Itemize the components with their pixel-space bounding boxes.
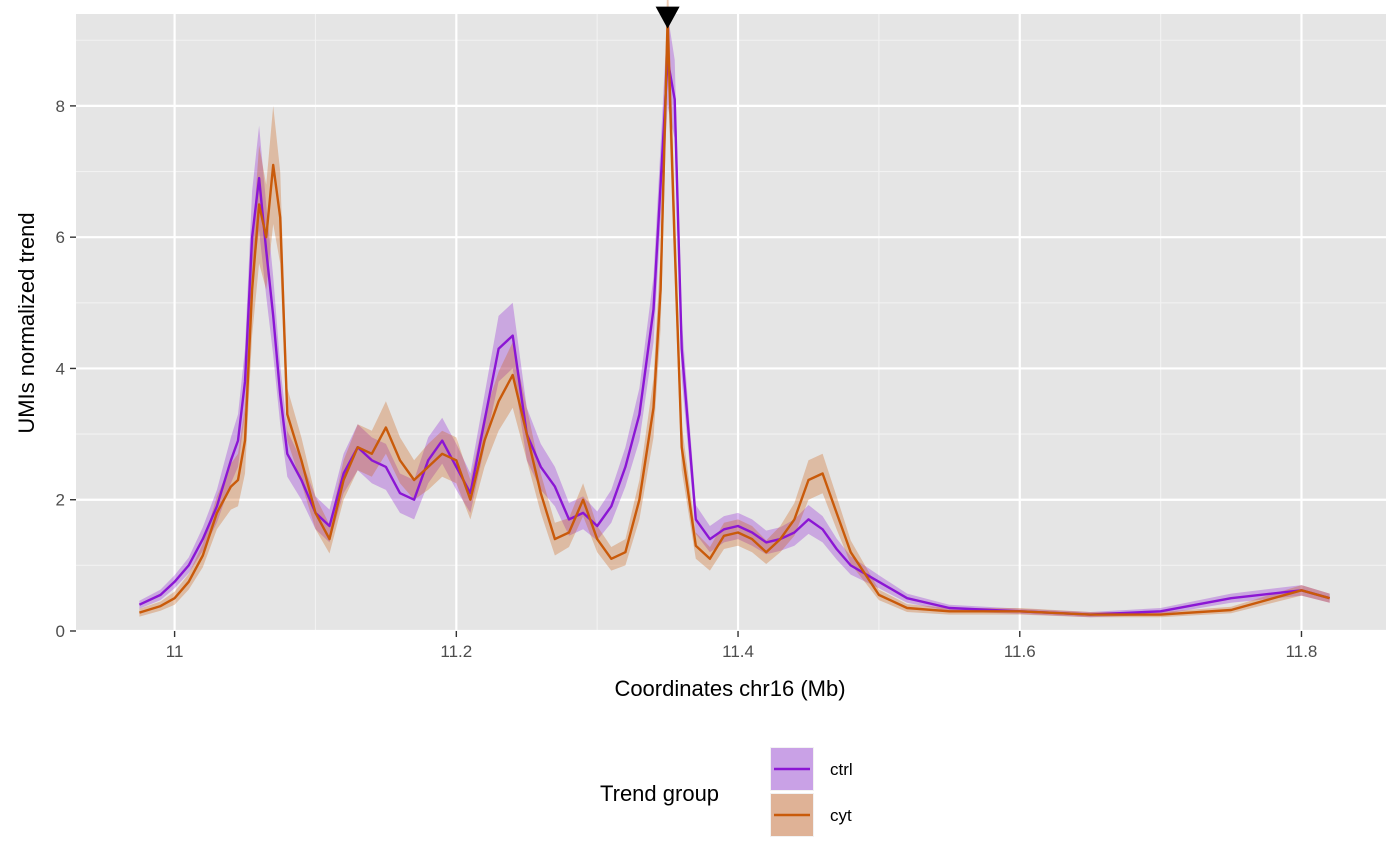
y-axis-title: UMIs normalized trend <box>14 212 39 433</box>
band-cyt <box>139 0 1330 618</box>
y-tick-label: 6 <box>56 228 65 247</box>
y-tick-label: 8 <box>56 97 65 116</box>
x-tick-label: 11.6 <box>1004 642 1036 661</box>
x-axis-title: Coordinates chr16 (Mb) <box>614 676 845 701</box>
confidence-bands <box>139 0 1330 618</box>
x-tick-label: 11.2 <box>440 642 472 661</box>
y-tick-label: 0 <box>56 622 65 641</box>
legend-title: Trend group <box>600 781 719 806</box>
line-ctrl <box>138 58 1331 616</box>
legend-label-ctrl: ctrl <box>830 760 853 779</box>
x-tick-label: 11.8 <box>1286 642 1318 661</box>
y-axis: 0 2 4 6 8 <box>56 97 76 641</box>
x-axis: 11 11.2 11.4 11.6 11.8 <box>166 631 1318 661</box>
legend-keys: ctrl cyt <box>770 747 853 837</box>
band-ctrl <box>139 14 1330 618</box>
line-cyt <box>139 19 1331 616</box>
legend: Trend group ctrl cyt <box>600 747 853 837</box>
y-tick-label: 4 <box>56 359 65 378</box>
y-tick-label: 2 <box>56 491 65 510</box>
grid-major-lines <box>76 14 1386 633</box>
x-tick-label: 11.4 <box>722 642 754 661</box>
peak-marker <box>655 6 680 29</box>
peak-marker-layer <box>655 6 680 29</box>
series-lines <box>138 19 1331 616</box>
x-tick-label: 11 <box>166 642 184 661</box>
grid-minor-lines <box>76 14 1386 631</box>
legend-label-cyt: cyt <box>830 806 852 825</box>
